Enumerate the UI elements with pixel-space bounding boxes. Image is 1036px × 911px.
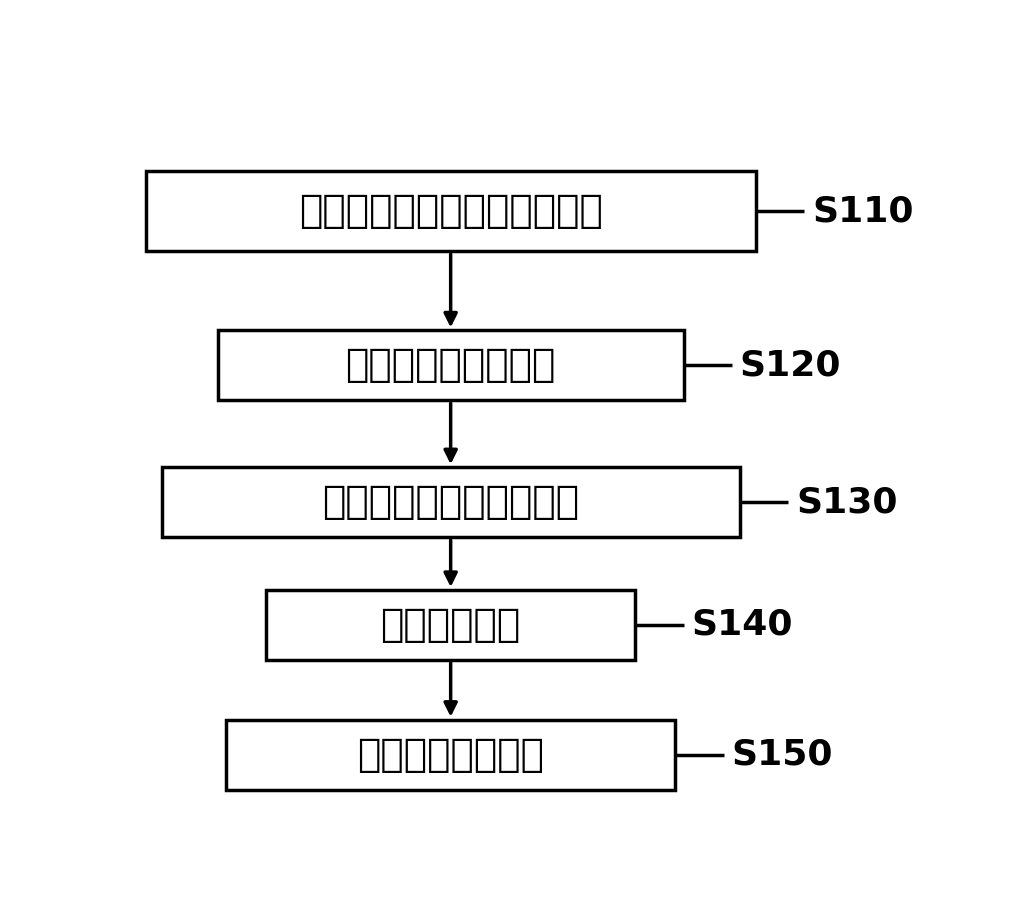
Bar — [266, 589, 635, 660]
Text: S130: S130 — [796, 486, 897, 519]
Bar — [218, 331, 684, 401]
Text: 建立火药燃烧方程组: 建立火药燃烧方程组 — [345, 346, 556, 384]
Bar — [162, 467, 740, 537]
Text: 计算燃气温度: 计算燃气温度 — [380, 606, 521, 644]
Text: S150: S150 — [731, 738, 833, 772]
Text: S110: S110 — [812, 194, 914, 228]
Text: 获取炮膛结构参数和装药参数: 获取炮膛结构参数和装药参数 — [298, 192, 603, 230]
Bar — [226, 720, 675, 790]
Text: 对火药燃烧模型进行求解: 对火药燃烧模型进行求解 — [322, 483, 579, 521]
Text: 计算等离子体密度: 计算等离子体密度 — [357, 736, 544, 773]
Bar — [145, 170, 755, 251]
Text: S140: S140 — [692, 608, 793, 642]
Text: S120: S120 — [740, 348, 841, 383]
